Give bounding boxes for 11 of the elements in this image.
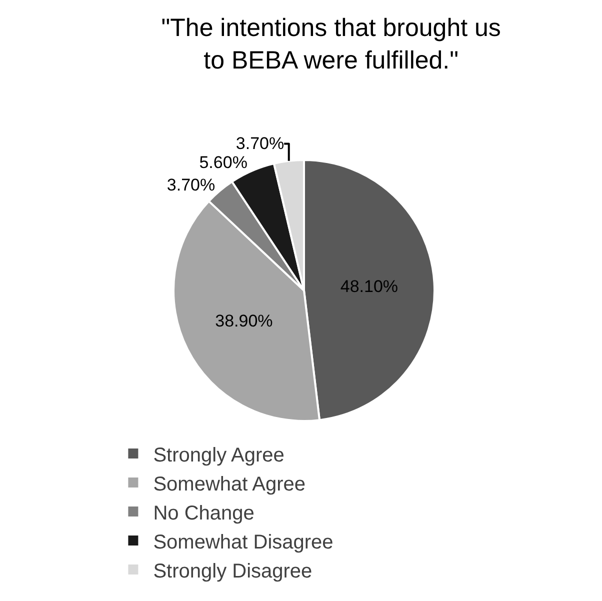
data-label: 5.60% (199, 153, 248, 172)
data-label: 3.70% (236, 134, 284, 154)
data-label: 48.10% (340, 277, 398, 296)
legend-label: No Change (153, 502, 254, 524)
chart-title: "The intentions that brought us to BEBA were fulfilled." (161, 14, 501, 75)
legend-label: Strongly Disagree (153, 560, 312, 582)
data-label: 38.90% (215, 311, 273, 330)
legend-label: Somewhat Disagree (153, 531, 334, 554)
data-label: 3.70% (166, 176, 216, 195)
legend-label: Somewhat Agree (153, 473, 306, 496)
legend-label: Strongly Agree (153, 444, 284, 466)
